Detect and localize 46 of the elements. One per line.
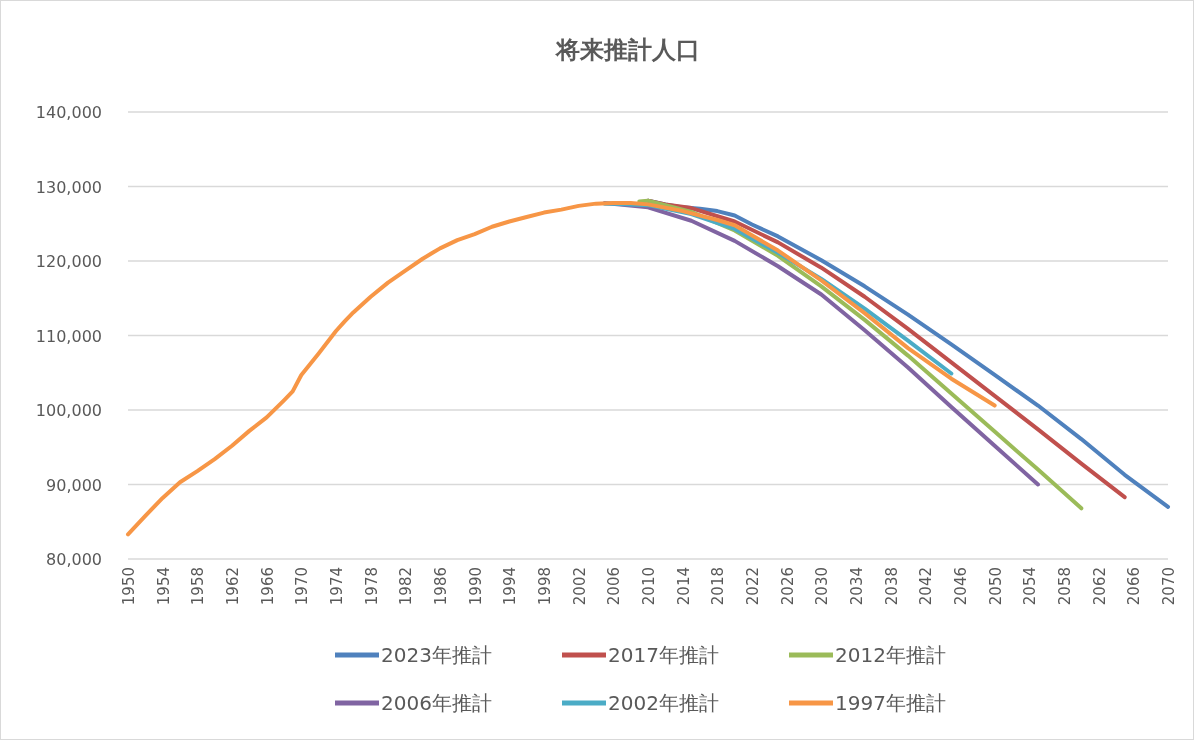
x-tick-label: 2054 (1021, 567, 1040, 606)
y-tick-label: 100,000 (35, 401, 102, 420)
x-tick-label: 2014 (674, 567, 693, 606)
x-tick-label: 1978 (362, 567, 381, 606)
legend-label: 2006年推計 (381, 691, 492, 715)
x-tick-label: 2038 (882, 567, 901, 606)
x-tick-label: 1994 (501, 567, 520, 606)
x-tick-label: 2030 (813, 567, 832, 606)
x-tick-label: 2070 (1160, 567, 1178, 606)
x-tick-label: 1990 (466, 567, 485, 606)
x-tick-label: 2006 (605, 567, 624, 606)
x-tick-label: 2022 (744, 567, 762, 606)
x-tick-label: 2010 (640, 567, 658, 606)
x-tick-label: 1974 (328, 567, 346, 606)
x-tick-label: 1958 (189, 567, 208, 606)
x-tick-label: 1986 (432, 567, 450, 606)
legend-label: 2012年推計 (835, 643, 946, 667)
y-tick-label: 140,000 (35, 103, 102, 122)
x-tick-label: 2062 (1090, 567, 1109, 606)
x-tick-label: 2058 (1056, 567, 1074, 606)
x-tick-label: 2018 (709, 567, 728, 606)
y-tick-label: 90,000 (46, 475, 102, 495)
legend-label: 1997年推計 (835, 691, 946, 715)
legend-label: 2002年推計 (608, 691, 719, 715)
x-tick-label: 1962 (224, 567, 242, 606)
x-tick-label: 2002 (570, 567, 589, 606)
x-tick-label: 2034 (848, 567, 866, 606)
y-tick-label: 130,000 (35, 177, 102, 197)
x-tick-label: 1950 (120, 567, 138, 606)
x-tick-label: 2042 (917, 567, 936, 606)
x-tick-label: 2066 (1125, 567, 1144, 606)
x-tick-label: 1982 (397, 567, 416, 606)
legend-label: 2017年推計 (608, 643, 719, 667)
line-series (126, 200, 997, 537)
x-tick-label: 2050 (986, 567, 1005, 606)
x-tick-label: 2026 (778, 567, 797, 606)
x-tick-label: 1966 (258, 567, 277, 606)
legend-label: 2023年推計 (381, 643, 492, 667)
x-tick-label: 2046 (952, 567, 970, 606)
x-tick-label: 1954 (154, 567, 173, 606)
x-tick-label: 1970 (293, 567, 312, 606)
y-tick-label: 120,000 (35, 252, 102, 271)
y-tick-label: 80,000 (46, 550, 102, 569)
y-tick-label: 110,000 (35, 326, 102, 346)
x-tick-label: 1998 (536, 567, 554, 606)
chart-title: 将来推計人口 (554, 36, 700, 64)
